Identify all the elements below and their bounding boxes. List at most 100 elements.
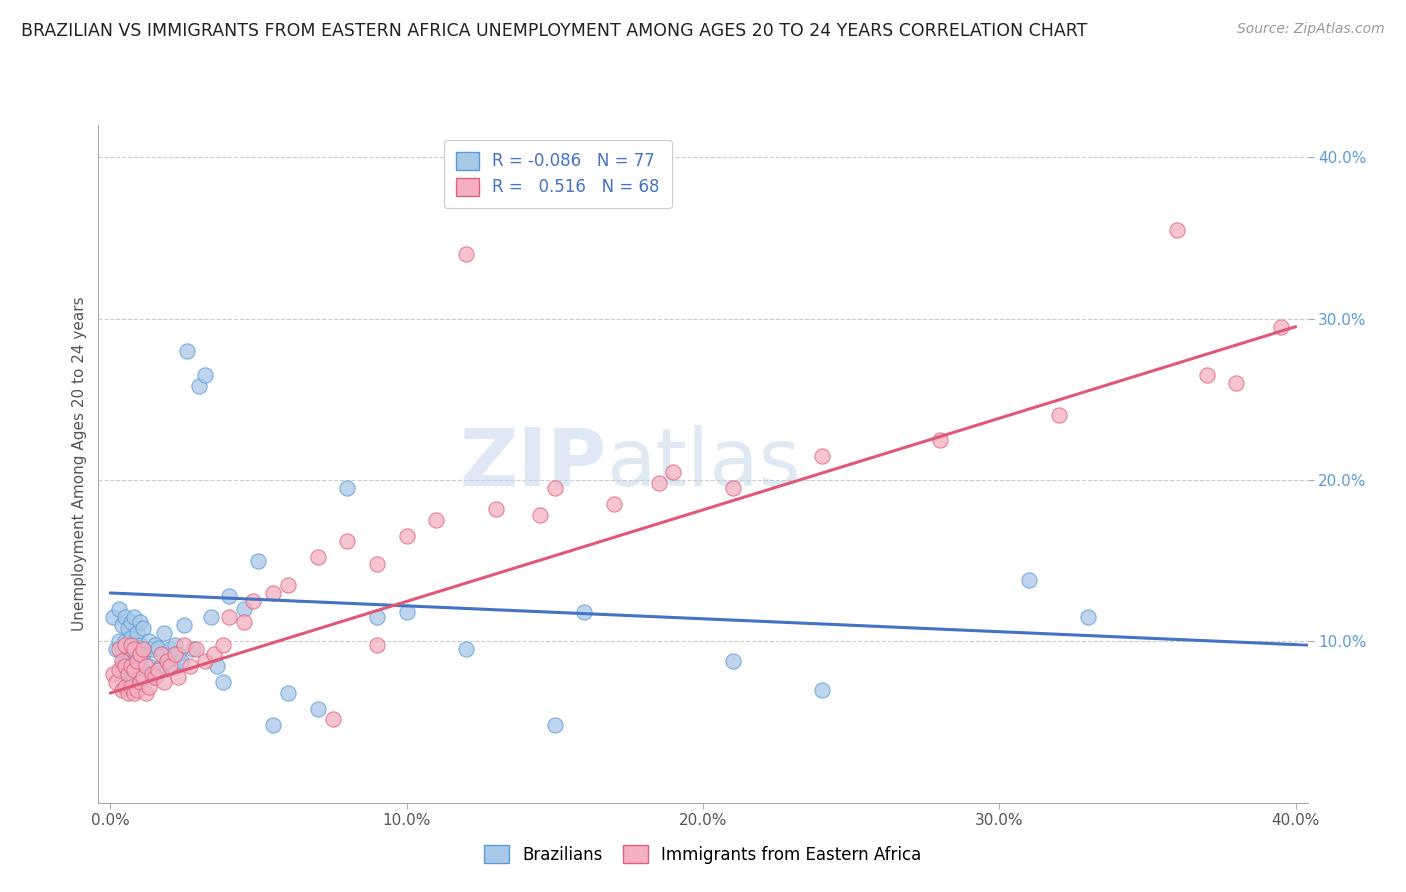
Point	[120, 680, 142, 694]
Point	[103, 666, 125, 681]
Point	[146, 664, 169, 678]
Point	[159, 658, 181, 673]
Point	[114, 650, 136, 665]
Point	[114, 658, 136, 673]
Point	[122, 610, 145, 624]
Point	[132, 642, 155, 657]
Point	[105, 674, 128, 689]
Point	[105, 642, 128, 657]
Legend: Brazilians, Immigrants from Eastern Africa: Brazilians, Immigrants from Eastern Afri…	[478, 838, 928, 871]
Point	[202, 648, 225, 662]
Point	[111, 642, 134, 657]
Point	[212, 674, 235, 689]
Point	[544, 718, 567, 732]
Point	[162, 658, 184, 673]
Point	[120, 674, 142, 689]
Point	[336, 534, 359, 549]
Point	[277, 578, 299, 592]
Point	[484, 502, 506, 516]
Text: atlas: atlas	[606, 425, 800, 503]
Point	[125, 666, 148, 681]
Point	[205, 658, 228, 673]
Point	[152, 626, 174, 640]
Point	[810, 682, 832, 697]
Point	[574, 605, 596, 619]
Point	[108, 642, 131, 657]
Point	[135, 658, 157, 673]
Point	[125, 682, 148, 697]
Point	[143, 670, 166, 684]
Point	[129, 670, 152, 684]
Point	[173, 638, 195, 652]
Point	[114, 634, 136, 648]
Point	[120, 638, 142, 652]
Point	[108, 602, 131, 616]
Point	[111, 658, 134, 673]
Point	[129, 654, 152, 668]
Point	[125, 654, 148, 668]
Point	[138, 680, 160, 694]
Point	[322, 712, 344, 726]
Point	[366, 557, 388, 571]
Point	[138, 658, 160, 673]
Point	[603, 497, 626, 511]
Point	[176, 343, 198, 358]
Point	[114, 680, 136, 694]
Point	[117, 666, 139, 681]
Point	[146, 664, 169, 678]
Point	[152, 648, 174, 662]
Point	[111, 682, 134, 697]
Point	[277, 686, 299, 700]
Point	[132, 648, 155, 662]
Point	[141, 642, 163, 657]
Point	[141, 670, 163, 684]
Point	[120, 664, 142, 678]
Point	[218, 589, 240, 603]
Point	[117, 642, 139, 657]
Y-axis label: Unemployment Among Ages 20 to 24 years: Unemployment Among Ages 20 to 24 years	[72, 296, 87, 632]
Point	[108, 634, 131, 648]
Point	[117, 658, 139, 673]
Point	[114, 638, 136, 652]
Point	[122, 642, 145, 657]
Point	[212, 638, 235, 652]
Text: Source: ZipAtlas.com: Source: ZipAtlas.com	[1237, 22, 1385, 37]
Point	[721, 481, 744, 495]
Point	[122, 638, 145, 652]
Point	[1047, 409, 1070, 423]
Point	[117, 686, 139, 700]
Point	[165, 648, 187, 662]
Point	[117, 674, 139, 689]
Point	[122, 664, 145, 678]
Point	[146, 640, 169, 655]
Point	[186, 642, 208, 657]
Point	[132, 664, 155, 678]
Point	[1166, 223, 1188, 237]
Point	[232, 602, 254, 616]
Point	[114, 658, 136, 673]
Point	[395, 605, 418, 619]
Legend: R = -0.086   N = 77, R =   0.516   N = 68: R = -0.086 N = 77, R = 0.516 N = 68	[444, 140, 672, 208]
Point	[167, 670, 190, 684]
Point	[1270, 319, 1292, 334]
Point	[170, 654, 193, 668]
Point	[129, 674, 152, 689]
Point	[173, 618, 195, 632]
Point	[120, 658, 142, 673]
Point	[152, 674, 174, 689]
Point	[103, 610, 125, 624]
Point	[1195, 368, 1218, 382]
Point	[108, 664, 131, 678]
Point	[120, 631, 142, 645]
Point	[366, 610, 388, 624]
Point	[155, 654, 177, 668]
Point	[122, 686, 145, 700]
Point	[132, 622, 155, 636]
Point	[167, 648, 190, 662]
Point	[155, 654, 177, 668]
Point	[114, 610, 136, 624]
Point	[929, 433, 952, 447]
Point	[122, 654, 145, 668]
Point	[662, 465, 685, 479]
Point	[138, 634, 160, 648]
